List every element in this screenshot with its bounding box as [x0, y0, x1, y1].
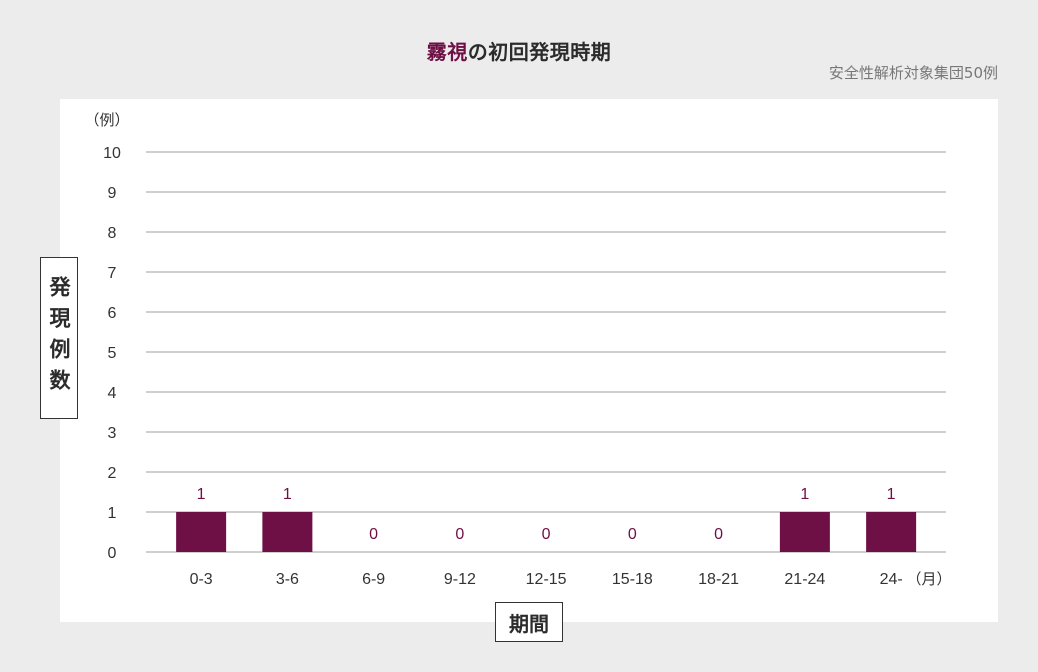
y-tick-label: 3 [108, 425, 117, 442]
chart-title-rest: の初回発現時期 [467, 40, 612, 64]
bar [262, 512, 313, 552]
y-tick-label: 10 [103, 145, 121, 162]
y-tick-label: 1 [108, 505, 117, 522]
y-tick-label: 9 [108, 185, 117, 202]
y-axis-label-box: 発現例数 [40, 257, 78, 419]
chart-subtitle: 安全性解析対象集団50例 [828, 64, 998, 82]
x-tick-label: 6-9 [362, 571, 385, 588]
y-tick-label: 2 [108, 465, 117, 482]
chart-title: 霧視の初回発現時期 [0, 36, 1038, 65]
x-tick-label: 0-3 [190, 571, 213, 588]
y-tick-label: 0 [108, 545, 117, 562]
data-label: 0 [714, 526, 723, 543]
x-axis-label: 期間 [509, 611, 549, 636]
y-axis-label: 発現例数 [47, 276, 71, 400]
x-axis-unit: （月） [906, 570, 951, 588]
bar [866, 512, 917, 552]
y-tick-label: 7 [108, 265, 117, 282]
chart-title-accent: 霧視 [426, 40, 468, 64]
x-tick-label: 15-18 [612, 571, 653, 588]
y-tick-label: 4 [108, 385, 117, 402]
data-label: 1 [283, 486, 292, 503]
x-tick-label: 9-12 [444, 571, 476, 588]
data-label: 0 [455, 526, 464, 543]
x-tick-label: 21-24 [784, 571, 825, 588]
data-label: 1 [197, 486, 206, 503]
y-tick-label: 8 [108, 225, 117, 242]
data-label: 1 [887, 486, 896, 503]
data-label: 1 [800, 486, 809, 503]
data-label: 0 [369, 526, 378, 543]
x-tick-label: 3-6 [276, 571, 299, 588]
data-label: 0 [542, 526, 551, 543]
x-tick-label: 12-15 [526, 571, 567, 588]
x-tick-label: 18-21 [698, 571, 739, 588]
data-label: 0 [628, 526, 637, 543]
y-tick-label: 6 [108, 305, 117, 322]
x-tick-label: 24- [880, 571, 903, 588]
y-axis-unit: （例） [84, 111, 129, 129]
bar [176, 512, 227, 552]
y-tick-label: 5 [108, 345, 117, 362]
bar [779, 512, 830, 552]
x-axis-label-box: 期間 [495, 602, 563, 642]
